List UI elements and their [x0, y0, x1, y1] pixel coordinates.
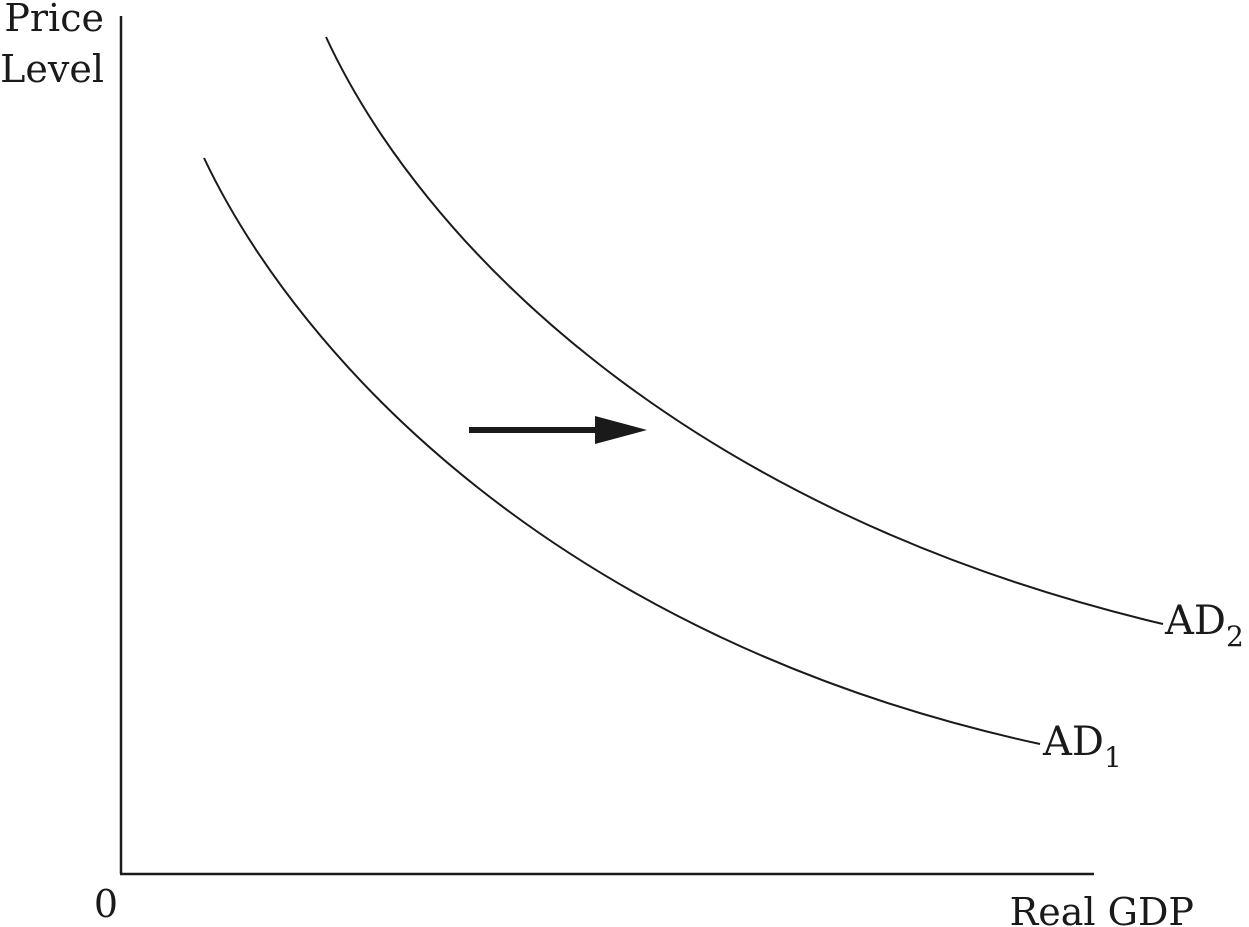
ad2-label-subscript: 2 — [1226, 620, 1244, 653]
ad2-label-main: AD — [1164, 598, 1226, 644]
ad1-label: AD1 — [1042, 719, 1122, 774]
shift-arrow-head — [595, 416, 647, 444]
y-axis-label-line1: Price — [4, 0, 104, 40]
ad2-label: AD2 — [1164, 598, 1244, 653]
ad2-curve — [325, 36, 1164, 625]
ad1-curve — [203, 157, 1041, 745]
ad1-label-subscript: 1 — [1104, 741, 1122, 774]
y-axis-label-line2: Level — [0, 47, 104, 91]
x-axis-label: Real GDP — [1010, 890, 1194, 927]
shift-right-arrow — [469, 416, 647, 444]
ad1-label-main: AD — [1042, 719, 1104, 765]
origin-label: 0 — [94, 882, 118, 926]
